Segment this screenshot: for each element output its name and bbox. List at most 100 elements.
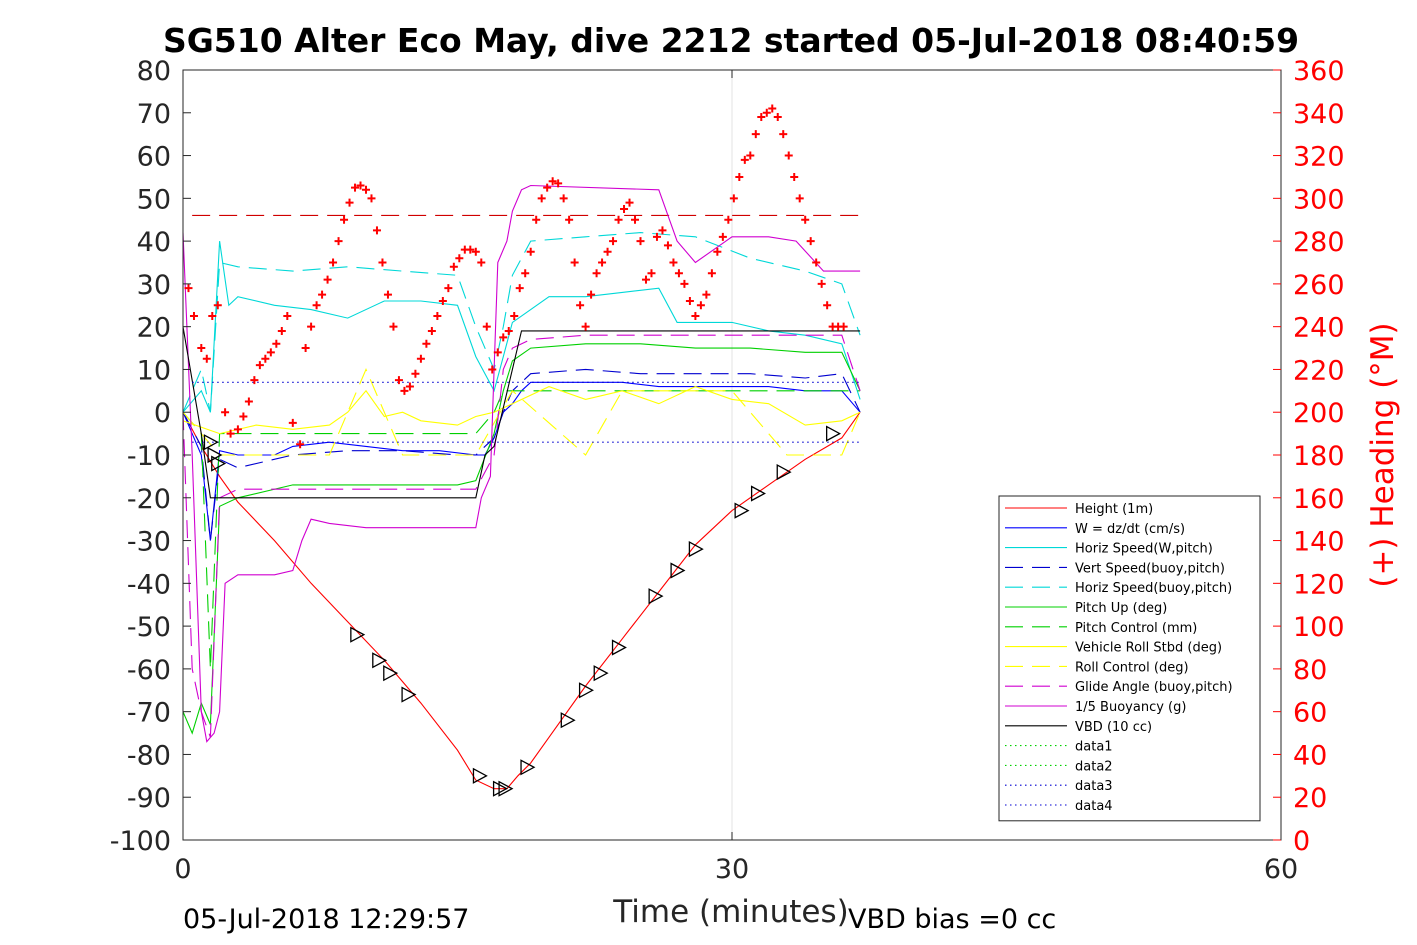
heading-point	[663, 241, 672, 250]
heading-point	[383, 290, 392, 299]
heading-point	[213, 301, 222, 310]
heading-point	[806, 237, 815, 246]
series-line	[182, 390, 861, 669]
y-tick-label: 60	[137, 142, 171, 173]
heading-point	[312, 301, 321, 310]
heading-point	[543, 183, 552, 192]
series-layer	[182, 184, 861, 790]
series-line	[182, 326, 861, 499]
series-line	[182, 241, 861, 413]
heading-point	[400, 386, 409, 395]
right-y-tick-label: 360	[1293, 56, 1345, 87]
heading-point	[839, 322, 848, 331]
legend-label: data1	[1075, 740, 1113, 755]
right-y-tick-label: 180	[1293, 441, 1345, 472]
right-y-tick-label: 160	[1293, 484, 1345, 515]
heading-point	[751, 130, 760, 139]
right-y-tick-label: 80	[1293, 655, 1327, 686]
y-tick-label: 40	[137, 227, 171, 258]
legend-label: data3	[1075, 779, 1113, 794]
glider-marker	[648, 588, 664, 605]
heading-point	[329, 258, 338, 267]
heading-point	[444, 284, 453, 293]
heading-point	[389, 322, 398, 331]
heading-point	[631, 215, 640, 224]
legend-label: W = dz/dt (cm/s)	[1075, 522, 1185, 537]
ticks-layer: 80706050403020100-10-20-30-40-50-60-70-8…	[110, 56, 1345, 885]
footer-timestamp: 05-Jul-2018 12:29:57	[183, 904, 469, 935]
series-line	[182, 368, 861, 541]
y-tick-label: 50	[137, 184, 171, 215]
heading-point	[636, 237, 645, 246]
heading-point	[532, 215, 541, 224]
heading-point	[427, 326, 436, 335]
y-tick-label: 10	[137, 355, 171, 386]
heading-point	[394, 376, 403, 385]
heading-point	[685, 297, 694, 305]
heading-point	[455, 254, 464, 263]
heading-point	[244, 397, 253, 406]
y-tick-label: -70	[127, 698, 171, 729]
heading-point	[576, 301, 585, 310]
right-y-tick-label: 120	[1293, 569, 1345, 600]
heading-point	[548, 177, 557, 186]
y-tick-label: -100	[110, 826, 171, 857]
heading-point	[277, 326, 286, 335]
series-line	[182, 386, 861, 435]
heading-point	[233, 425, 242, 434]
legend-label: VBD (10 cc)	[1075, 720, 1152, 735]
heading-point	[482, 322, 491, 331]
heading-point	[250, 376, 259, 385]
heading-point	[757, 113, 766, 122]
heading-point	[515, 284, 524, 293]
right-y-tick-label: 240	[1293, 313, 1345, 344]
heading-point	[504, 326, 513, 335]
heading-point	[559, 194, 568, 203]
heading-point	[729, 194, 738, 203]
heading-point	[625, 198, 634, 207]
heading-point	[226, 429, 235, 438]
x-axis-label: Time (minutes)	[612, 894, 848, 930]
y-tick-label: -60	[127, 655, 171, 686]
glider-marker	[670, 562, 686, 579]
right-y-tick-label: 280	[1293, 227, 1345, 258]
heading-point	[735, 172, 744, 181]
heading-point	[189, 311, 198, 320]
heading-point	[255, 361, 264, 370]
heading-point	[334, 237, 343, 246]
heading-point	[356, 181, 365, 190]
heading-point	[713, 247, 722, 256]
heading-point	[647, 269, 656, 278]
heading-point	[790, 172, 799, 181]
legend-label: Glide Angle (buoy,pitch)	[1075, 680, 1233, 695]
legend-label: Pitch Control (mm)	[1075, 621, 1197, 636]
heading-point	[197, 344, 206, 353]
y-tick-label: -80	[127, 740, 171, 771]
right-y-tick-label: 20	[1293, 783, 1327, 814]
heading-point	[565, 215, 574, 224]
legend-label: Vehicle Roll Stbd (deg)	[1075, 641, 1222, 656]
series-line	[182, 368, 861, 456]
heading-point	[340, 215, 349, 224]
glider-marker	[383, 665, 399, 682]
heading-point	[493, 348, 502, 357]
right-y-tick-label: 60	[1293, 698, 1327, 729]
heading-point	[641, 275, 650, 284]
right-y-tick-label: 340	[1293, 99, 1345, 130]
y-tick-label: -40	[127, 569, 171, 600]
legend: Height (1m) W = dz/dt (cm/s) Horiz Speed(W…	[998, 495, 1261, 822]
y-tick-label: 80	[137, 56, 171, 87]
heading-point	[449, 262, 458, 271]
glider-marker	[611, 639, 627, 656]
heading-point	[526, 247, 535, 256]
heading-point	[614, 215, 623, 224]
heading-point	[702, 290, 711, 299]
heading-point	[422, 339, 431, 348]
glider-marker	[498, 780, 514, 797]
heading-point	[266, 348, 275, 357]
legend-label: Height (1m)	[1075, 502, 1153, 517]
y-tick-label: -30	[127, 527, 171, 558]
glider-marker	[372, 652, 388, 669]
glider-marker	[350, 626, 366, 643]
right-y-tick-label: 320	[1293, 142, 1345, 173]
